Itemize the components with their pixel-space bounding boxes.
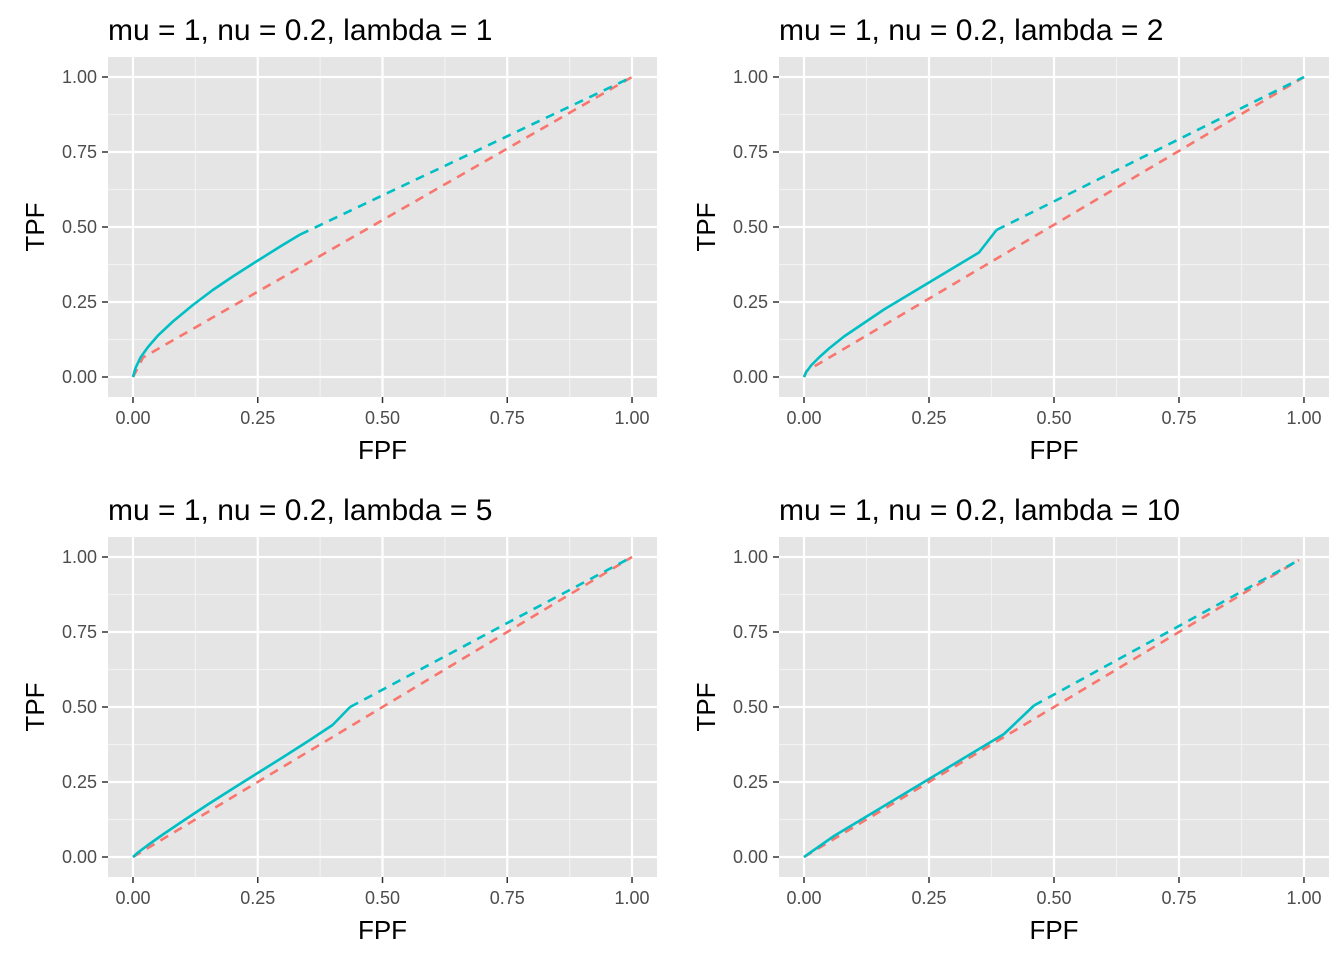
series-line-2 [131,233,301,378]
x-tick-label: 1.00 [1286,888,1321,908]
x-tick-label: 0.50 [1036,408,1071,428]
y-tick-label: 0.25 [733,292,768,312]
panel-title: mu = 1, nu = 0.2, lambda = 1 [108,14,492,47]
y-tick-label: 0.00 [62,367,97,387]
panel-2: 0.00 0.25 0.50 0.75 1.00 0.00 0.25 0.50 0.75 1.00… [691,14,1329,465]
x-tick-label: 1.00 [614,408,649,428]
y-tick-label: 0.25 [62,292,97,312]
series-line-3 [299,75,633,236]
series-line-2 [132,706,352,858]
series-line-3 [1033,558,1300,707]
y-tick-label: 0.50 [62,697,97,717]
panel-title: mu = 1, nu = 0.2, lambda = 2 [779,14,1163,47]
y-tick-label: 0.50 [733,697,768,717]
x-tick-label: 0.50 [365,888,400,908]
y-tick-label: 0.75 [62,142,97,162]
y-axis-title: TPF [691,682,721,731]
x-axis-title: FPF [1029,435,1078,465]
y-tick-label: 1.00 [62,67,97,87]
x-axis-title: FPF [358,435,407,465]
series-line-2 [803,704,1035,859]
series-line-1 [131,75,633,378]
series-line-3 [349,555,633,709]
x-tick-label: 0.75 [490,408,525,428]
panel-title: mu = 1, nu = 0.2, lambda = 10 [779,494,1180,527]
series-line-1 [132,555,633,859]
y-tick-label: 0.25 [733,772,768,792]
y-tick-label: 1.00 [733,67,768,87]
y-tick-label: 0.25 [62,772,97,792]
y-tick-label: 0.00 [733,367,768,387]
x-tick-label: 0.00 [115,888,150,908]
x-tick-label: 0.00 [787,408,822,428]
series-line-1 [803,558,1300,859]
x-axis-title: FPF [358,915,407,945]
y-tick-label: 0.50 [733,217,768,237]
x-tick-label: 0.75 [1161,888,1196,908]
y-tick-label: 0.00 [62,847,97,867]
x-tick-label: 0.00 [787,888,822,908]
y-tick-label: 0.75 [733,622,768,642]
x-tick-label: 1.00 [614,888,649,908]
x-tick-label: 0.25 [911,888,946,908]
x-axis-title: FPF [1029,915,1078,945]
y-axis-title: TPF [20,682,50,731]
x-tick-label: 0.25 [240,888,275,908]
series-line-2 [802,229,998,378]
x-tick-label: 0.75 [490,888,525,908]
y-tick-label: 0.00 [733,847,768,867]
x-tick-label: 0.50 [365,408,400,428]
x-tick-label: 0.75 [1161,408,1196,428]
x-tick-label: 0.00 [115,408,150,428]
x-tick-label: 0.50 [1036,888,1071,908]
panel-3: 0.00 0.25 0.50 0.75 1.00 0.00 0.25 0.50 0.75 1.00… [20,494,657,945]
panel-1: 0.00 0.25 0.50 0.75 1.00 0.00 0.25 0.50 0.75 1.00… [20,14,657,465]
x-tick-label: 0.25 [240,408,275,428]
y-tick-label: 0.75 [62,622,97,642]
y-tick-label: 0.75 [733,142,768,162]
panel-4: 0.00 0.25 0.50 0.75 1.00 0.00 0.25 0.50 0.75 1.00… [691,494,1329,945]
y-tick-label: 1.00 [62,547,97,567]
y-axis-title: TPF [691,202,721,251]
panel-title: mu = 1, nu = 0.2, lambda = 5 [108,494,492,527]
y-axis-title: TPF [20,202,50,251]
y-tick-label: 1.00 [733,547,768,567]
x-tick-label: 1.00 [1286,408,1321,428]
y-tick-label: 0.50 [62,217,97,237]
x-tick-label: 0.25 [911,408,946,428]
